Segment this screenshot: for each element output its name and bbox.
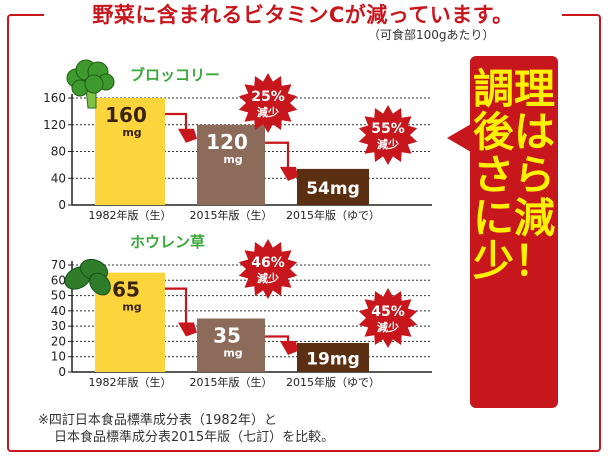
y-tick-label: 30	[51, 319, 66, 333]
y-tick-label: 20	[51, 334, 66, 348]
reduction-burst	[238, 73, 298, 133]
reduction-percent: 55%	[371, 121, 405, 137]
y-tick-label: 160	[43, 91, 66, 105]
reduction-percent: 25%	[251, 89, 285, 105]
value-label-unit: mg	[122, 126, 141, 139]
footnote-line-1: ※四訂日本食品標準成分表（1982年）と	[38, 413, 277, 428]
broccoli-icon	[66, 59, 115, 109]
title-banner: 野菜に含まれるビタミンCが減っています。	[44, 2, 562, 28]
footnote-line-2: 日本食品標準成分表2015年版（七訂）を比較。	[54, 430, 335, 445]
reduction-percent: 45%	[371, 304, 405, 320]
arrow-head-1	[178, 322, 197, 337]
broccoli-floret	[84, 74, 104, 94]
reduction-burst	[358, 105, 418, 165]
x-tick-label: 2015年版（生）	[190, 375, 273, 389]
reduction-burst	[358, 288, 418, 348]
value-label-unit: mg	[122, 301, 141, 314]
reduction-label: 減少	[377, 137, 399, 151]
y-tick-label: 50	[51, 289, 66, 303]
callout-text: 調理後はさらに減少！	[473, 65, 555, 285]
y-tick-label: 80	[51, 145, 66, 159]
value-label: 160	[105, 103, 147, 127]
y-tick-label: 40	[51, 171, 66, 185]
value-label-unit: mg	[223, 153, 242, 166]
arrow-head-1	[178, 128, 197, 143]
arrow-1	[165, 112, 188, 135]
chart-1: 04080120160160mg1982年版（生）120mg2015年版（生）5…	[43, 59, 432, 222]
arrow-head-2	[280, 340, 298, 355]
callout-panel: 調理後はさらに減少！	[470, 56, 558, 408]
arrow-head-2	[280, 166, 298, 181]
spinach-leaf	[89, 272, 111, 296]
vegetable-name: ホウレン草	[130, 233, 205, 251]
spinach-icon	[64, 258, 111, 296]
y-tick-label: 120	[43, 118, 66, 132]
footnote: ※四訂日本食品標準成分表（1982年）と 日本食品標準成分表2015年版（七訂）…	[38, 412, 438, 446]
arrow-1	[165, 287, 188, 329]
reduction-burst	[238, 239, 298, 299]
arrow-2	[265, 141, 290, 173]
chart-2: 01020304050607065mg1982年版（生）35mg2015年版（生…	[51, 233, 432, 389]
reduction-percent: 46%	[251, 255, 285, 271]
y-tick-label: 0	[58, 198, 66, 212]
x-tick-label: 1982年版（生）	[89, 208, 172, 222]
bar-2	[197, 318, 265, 372]
x-tick-label: 1982年版（生）	[89, 375, 172, 389]
bar-3	[297, 342, 369, 372]
callout-pointer	[447, 124, 471, 152]
y-tick-label: 70	[51, 258, 66, 272]
reduction-label: 減少	[257, 105, 279, 119]
bar-2	[197, 124, 265, 205]
x-tick-label: 2015年版（生）	[190, 208, 273, 222]
value-label-unit: mg	[223, 347, 242, 360]
y-tick-label: 0	[58, 365, 66, 379]
x-tick-label: 2015年版（ゆで）	[286, 375, 380, 389]
x-tick-label: 2015年版（ゆで）	[286, 208, 380, 222]
value-label: 54mg	[306, 179, 360, 199]
reduction-label: 減少	[257, 271, 279, 285]
reduction-label: 減少	[377, 320, 399, 334]
y-tick-label: 10	[51, 350, 66, 364]
value-label: 65	[112, 278, 140, 302]
chart-title: 野菜に含まれるビタミンCが減っています。	[92, 3, 514, 27]
chart-subtitle: （可食部100gあたり）	[368, 28, 495, 42]
value-label: 19mg	[306, 349, 360, 369]
y-tick-label: 60	[51, 273, 66, 287]
value-label: 35	[213, 324, 241, 348]
vegetable-name: ブロッコリー	[130, 66, 220, 84]
value-label: 120	[206, 130, 248, 154]
y-tick-label: 40	[51, 304, 66, 318]
bar-3	[297, 168, 369, 205]
bar-1	[95, 98, 165, 205]
